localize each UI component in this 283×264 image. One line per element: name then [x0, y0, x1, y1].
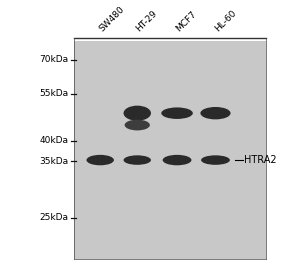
Ellipse shape [161, 107, 193, 119]
Text: 25kDa: 25kDa [40, 213, 68, 222]
Ellipse shape [87, 155, 114, 165]
Ellipse shape [200, 107, 231, 119]
Text: 35kDa: 35kDa [40, 157, 68, 166]
Text: HT-29: HT-29 [134, 9, 159, 33]
Text: MCF7: MCF7 [174, 10, 198, 33]
Text: 55kDa: 55kDa [40, 89, 68, 98]
Text: 40kDa: 40kDa [40, 136, 68, 145]
Ellipse shape [123, 155, 151, 165]
FancyBboxPatch shape [74, 41, 266, 259]
Text: HL-60: HL-60 [213, 8, 238, 33]
Ellipse shape [125, 120, 150, 130]
Text: 70kDa: 70kDa [40, 55, 68, 64]
Ellipse shape [123, 106, 151, 121]
Text: SW480: SW480 [97, 4, 126, 33]
Ellipse shape [201, 155, 230, 165]
Ellipse shape [163, 155, 192, 165]
Text: HTRA2: HTRA2 [244, 155, 277, 165]
